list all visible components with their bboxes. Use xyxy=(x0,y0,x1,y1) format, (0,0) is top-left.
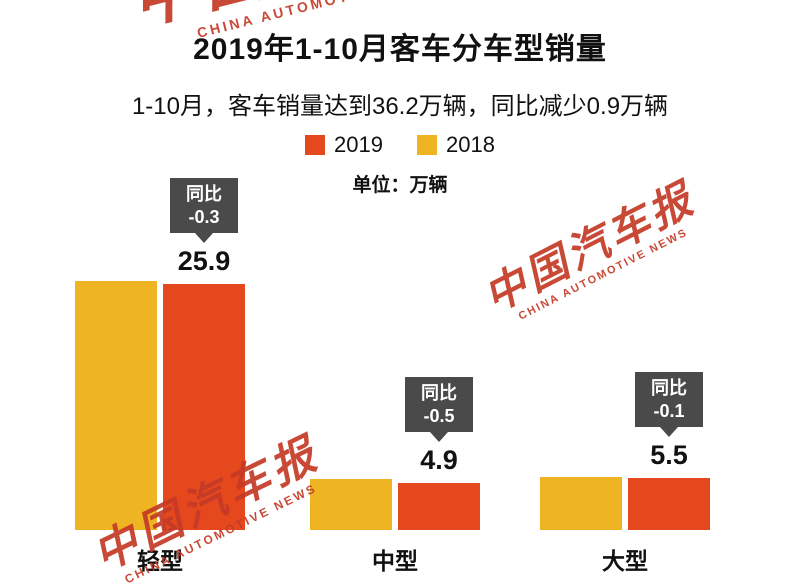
page-title: 2019年1-10月客车分车型销量 xyxy=(193,33,607,66)
value-label-2019-light: 25.9 xyxy=(177,246,231,276)
yoy-label: 同比 xyxy=(651,378,687,398)
legend-swatch-2019 xyxy=(305,135,326,155)
bar-2019-light xyxy=(163,284,245,530)
legend-label-2018: 2018 xyxy=(446,132,495,157)
yoy-label: 同比 xyxy=(421,383,457,403)
yoy-tooltip-medium: 同比 -0.5 xyxy=(405,377,473,432)
annotation-medium: 同比 -0.5 4.9 xyxy=(398,377,480,483)
yoy-tooltip-large: 同比 -0.1 xyxy=(635,372,703,427)
bar-2019-medium xyxy=(398,483,480,530)
annotation-light: 同比 -0.3 25.9 xyxy=(163,178,245,284)
bar-2018-light xyxy=(75,281,157,530)
tooltip-arrow-icon xyxy=(195,233,213,243)
legend-item-2018: 2018 xyxy=(417,132,495,158)
yoy-label: 同比 xyxy=(186,184,222,204)
yoy-value: -0.1 xyxy=(653,400,685,421)
tooltip-arrow-icon xyxy=(660,427,678,437)
bar-2019-large xyxy=(628,478,710,530)
bar-chart: 同比 -0.3 25.9 轻型 同比 -0.5 4.9 中型 xyxy=(75,178,710,574)
value-label-2019-medium: 4.9 xyxy=(420,445,458,475)
chart-subtitle: 1-10月，客车销量达到36.2万辆，同比减少0.9万辆 xyxy=(131,93,669,120)
category-label-medium: 中型 xyxy=(372,548,418,574)
value-label-2019-large: 5.5 xyxy=(650,440,688,470)
bar-group-large: 同比 -0.1 5.5 大型 xyxy=(540,372,710,574)
tooltip-arrow-icon xyxy=(430,432,448,442)
category-label-large: 大型 xyxy=(602,548,648,574)
bar-group-light: 同比 -0.3 25.9 轻型 xyxy=(75,178,245,574)
legend-label-2019: 2019 xyxy=(334,132,383,157)
chart-legend: 2019 2018 xyxy=(0,132,800,158)
bar-2018-large xyxy=(540,477,622,530)
category-label-light: 轻型 xyxy=(137,548,183,574)
bar-2018-medium xyxy=(310,479,392,530)
unit-label: 单位：万辆 xyxy=(352,175,448,196)
yoy-tooltip-light: 同比 -0.3 xyxy=(170,178,238,233)
yoy-value: -0.3 xyxy=(188,206,220,227)
legend-swatch-2018 xyxy=(417,135,437,155)
annotation-large: 同比 -0.1 5.5 xyxy=(628,372,710,478)
bar-group-medium: 同比 -0.5 4.9 中型 xyxy=(310,377,480,574)
yoy-value: -0.5 xyxy=(423,405,455,426)
legend-item-2019: 2019 xyxy=(305,132,383,158)
